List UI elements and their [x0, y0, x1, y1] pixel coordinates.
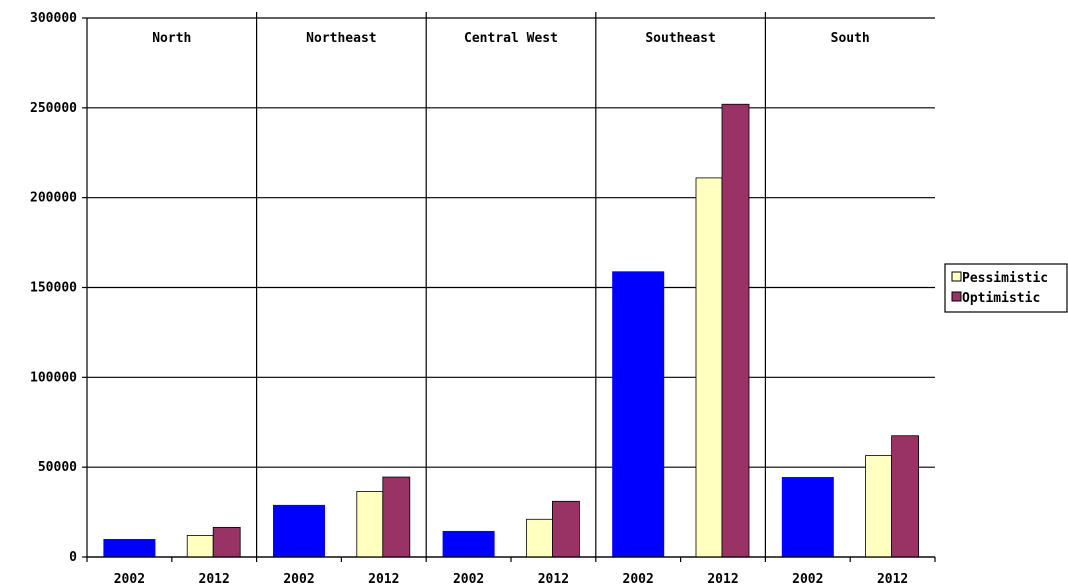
legend: Pessimistic Optimistic [944, 263, 1068, 313]
region-label: Northeast [306, 31, 376, 46]
region-panels: North Northeast Central West Southeast South [152, 12, 870, 562]
y-tick-label: 100000 [30, 370, 77, 385]
legend-label: Optimistic [962, 291, 1040, 306]
x-axis-year-labels: 2002 2012 2002 2012 2002 2012 2002 2012 2002 2012 [114, 557, 908, 587]
y-axis-ticks: 0 50000 100000 150000 200000 250000 300000 [30, 11, 87, 565]
region-label: North [152, 31, 191, 46]
y-tick-label: 50000 [38, 460, 77, 475]
bar-2002 [103, 539, 156, 557]
x-year-label: 2012 [707, 572, 738, 587]
bar-optimistic [891, 435, 919, 558]
bars [103, 103, 919, 558]
x-year-label: 2012 [877, 572, 908, 587]
legend-swatch [951, 291, 962, 302]
y-tick-label: 250000 [30, 101, 77, 116]
bar-pessimistic [356, 491, 384, 558]
bar-pessimistic [865, 455, 892, 558]
bar-pessimistic [526, 518, 553, 558]
region-label: Central West [464, 31, 558, 46]
bar-pessimistic [695, 177, 723, 558]
bar-2002 [612, 271, 665, 557]
x-year-label: 2002 [623, 572, 654, 587]
y-tick-label: 200000 [30, 191, 77, 206]
bar-optimistic [382, 476, 411, 558]
bar-optimistic [721, 103, 750, 558]
x-year-label: 2002 [453, 572, 484, 587]
region-label: Southeast [645, 31, 715, 46]
region-label: South [831, 31, 870, 46]
legend-swatch [951, 271, 962, 282]
x-year-label: 2012 [368, 572, 399, 587]
axes [86, 18, 936, 562]
bar-2002 [781, 477, 834, 557]
x-year-label: 2012 [199, 572, 230, 587]
bar-optimistic [212, 526, 241, 558]
y-tick-label: 0 [69, 550, 77, 565]
x-year-label: 2002 [114, 572, 145, 587]
x-year-label: 2002 [792, 572, 823, 587]
y-tick-label: 150000 [30, 281, 77, 296]
x-year-label: 2002 [283, 572, 314, 587]
bar-2002 [273, 504, 325, 557]
grid-lines [87, 17, 935, 558]
bar-pessimistic [186, 535, 214, 558]
legend-label: Pessimistic [962, 271, 1048, 286]
x-year-label: 2012 [538, 572, 569, 587]
y-tick-label: 300000 [30, 11, 77, 26]
bar-2002 [442, 530, 495, 557]
bar-optimistic [552, 500, 580, 558]
legend-box [944, 263, 1068, 313]
